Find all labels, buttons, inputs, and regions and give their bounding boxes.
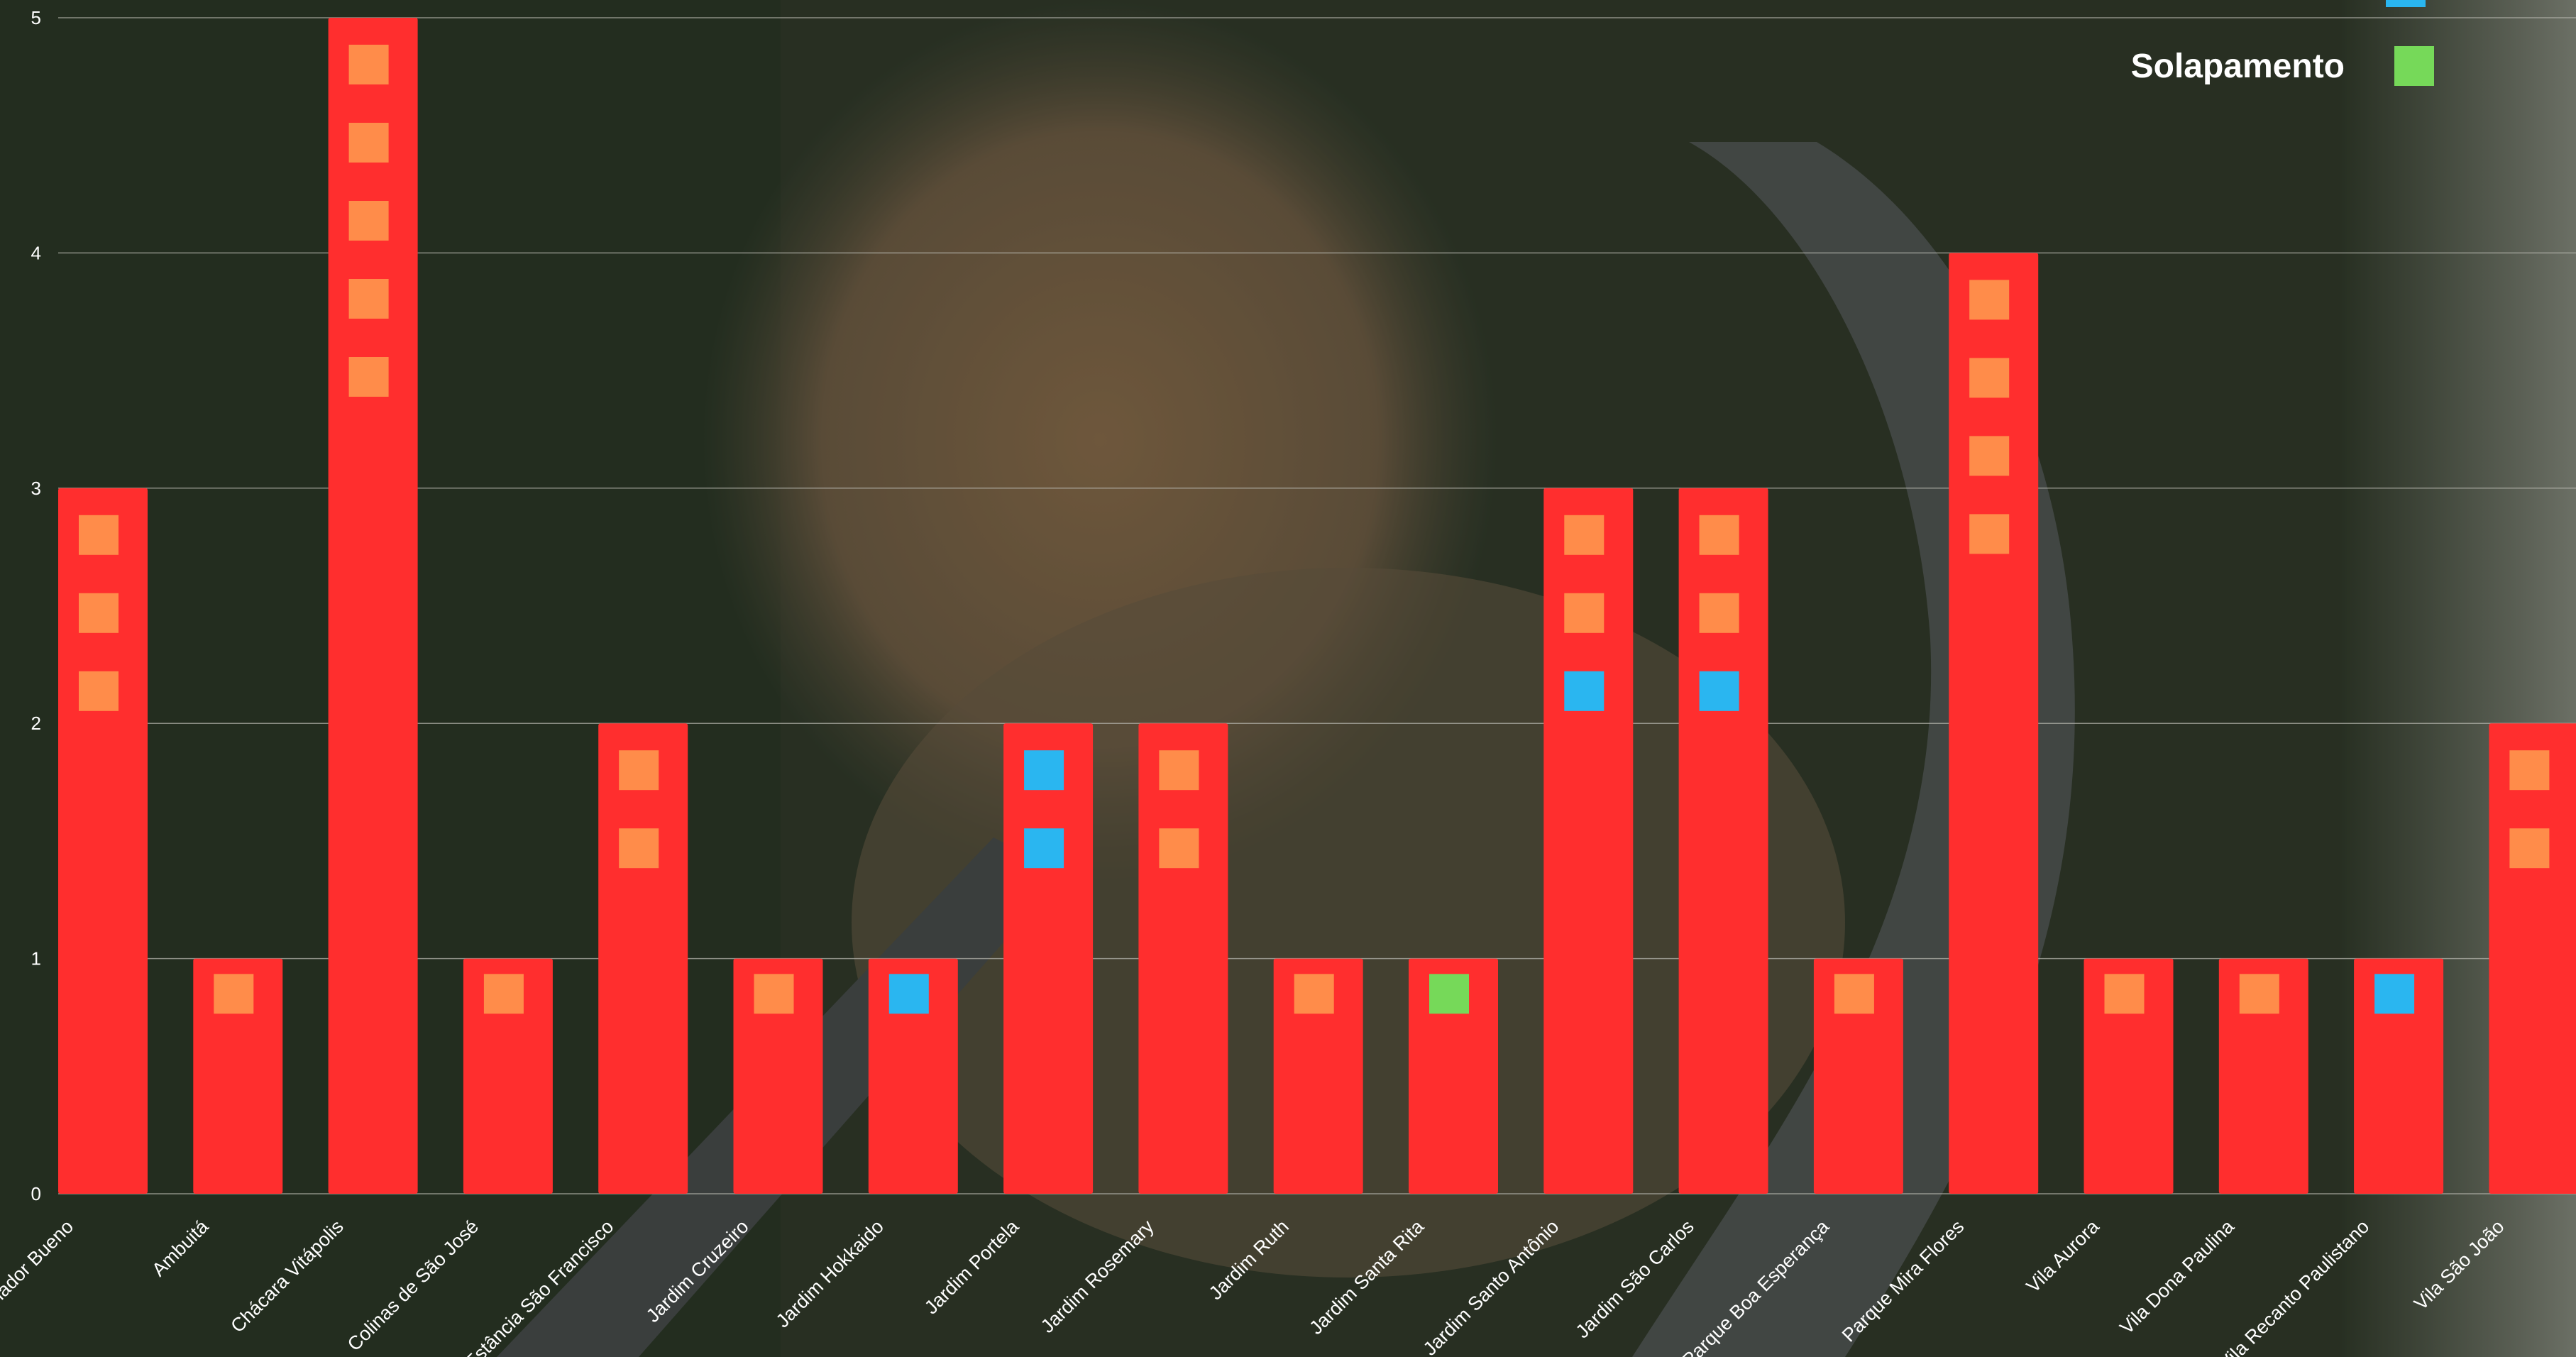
bar: [1678, 488, 1768, 1194]
x-tick-label: Jardim Rosemary: [1037, 1216, 1158, 1337]
bar-marker-orange: [1564, 515, 1605, 555]
bar-marker-blue: [1024, 828, 1064, 869]
bar: [58, 488, 148, 1194]
bars: [58, 18, 2576, 1194]
y-tick-label: 5: [31, 7, 41, 28]
x-tick-label: Ambuitá: [148, 1215, 213, 1280]
bar-marker-orange: [1699, 593, 1739, 633]
bar-marker-orange: [619, 828, 659, 869]
bar-marker-orange: [1969, 358, 2010, 398]
x-tick-label: Jardim Cruzeiro: [642, 1216, 753, 1326]
bar-marker-orange: [1969, 436, 2010, 476]
bar-marker-orange: [2509, 828, 2550, 869]
bar-marker-orange: [1699, 515, 1739, 555]
y-tick-label: 3: [31, 478, 41, 499]
bar-marker-orange: [348, 201, 389, 241]
bar: [2218, 958, 2308, 1194]
x-tick-label: Amador Bueno: [0, 1216, 77, 1322]
bar-marker-orange: [2239, 974, 2279, 1014]
x-tick-label: Parque Boa Esperança: [1678, 1215, 1834, 1357]
x-tick-label: Estância São Francisco: [461, 1216, 618, 1357]
bar: [1813, 958, 1903, 1194]
x-tick-label: Vila Recanto Paulistano: [2215, 1216, 2374, 1357]
bar: [1273, 958, 1363, 1194]
x-tick-label: Parque Mira Flores: [1838, 1216, 1969, 1346]
bar-marker-orange: [1969, 280, 2010, 320]
x-tick-label: Jardim São Carlos: [1572, 1216, 1698, 1342]
legend-swatch-green: [2394, 46, 2434, 86]
x-tick-label: Colinas de São José: [343, 1216, 483, 1355]
bar-markers: [79, 45, 2550, 1014]
x-axis-ticks: Amador Bueno Ambuitá Chácara VitápolisColi…: [0, 1215, 2509, 1357]
bar: [1409, 958, 1498, 1194]
x-tick-label: Jardim Santa Rita: [1305, 1215, 1429, 1339]
bar-marker-orange: [79, 671, 119, 711]
bar: [2489, 723, 2576, 1194]
bar: [598, 723, 688, 1194]
bar-marker-orange: [2509, 750, 2550, 791]
bar-marker-orange: [1294, 974, 1334, 1014]
bar-marker-orange: [348, 279, 389, 319]
bar-marker-orange: [1159, 828, 1199, 869]
bar-marker-orange: [1159, 750, 1199, 791]
x-tick-label: Jardim Hokkaido: [772, 1216, 888, 1331]
y-axis-ticks: 0 1 2 3 4 5: [31, 7, 41, 1204]
legend-label-solapamento: Solapamento: [2130, 47, 2345, 85]
bar-marker-orange: [1564, 593, 1605, 633]
bar: [463, 958, 553, 1194]
bar-marker-orange: [619, 750, 659, 791]
bar-marker-orange: [348, 357, 389, 397]
x-tick-label: Jardim Portela: [920, 1215, 1023, 1318]
x-tick-label: Jardim Santo Antônio: [1419, 1216, 1563, 1357]
bar-marker-blue: [1564, 671, 1605, 711]
bar: [328, 18, 418, 1194]
bar-marker-orange: [2104, 974, 2145, 1014]
y-tick-label: 1: [31, 948, 41, 969]
bar-marker-orange: [79, 593, 119, 633]
bar-marker-blue: [1024, 750, 1064, 791]
bar: [2084, 958, 2174, 1194]
bar-marker-orange: [348, 45, 389, 84]
bar-marker-blue: [888, 974, 929, 1014]
y-tick-label: 2: [31, 713, 41, 734]
bar: [733, 958, 823, 1194]
x-tick-label: Chácara Vitápolis: [226, 1216, 348, 1337]
bar: [193, 958, 283, 1194]
bar: [1003, 723, 1094, 1194]
bar: [868, 958, 958, 1194]
bar-marker-blue: [1699, 671, 1739, 711]
bar-marker-orange: [483, 974, 524, 1014]
legend-swatch-blue: [2386, 0, 2426, 7]
x-tick-label: Vila São João: [2410, 1216, 2509, 1314]
bar-marker-orange: [214, 974, 254, 1014]
y-tick-label: 4: [31, 242, 41, 263]
bar-marker-orange: [348, 123, 389, 163]
y-tick-label: 0: [31, 1183, 41, 1204]
bar-marker-blue: [2374, 974, 2415, 1014]
x-tick-label: Jardim Ruth: [1205, 1216, 1293, 1304]
bar: [1138, 723, 1228, 1194]
bar: [1949, 253, 2039, 1194]
legend: Solapamento: [2131, 46, 2434, 86]
bar: [2354, 958, 2444, 1194]
bar-marker-orange: [1969, 514, 2010, 554]
bar: [1543, 488, 1634, 1194]
bar-marker-orange: [754, 974, 794, 1014]
bar-marker-orange: [79, 515, 119, 555]
x-tick-label: Vila Dona Paulina: [2115, 1215, 2238, 1338]
bar-marker-green: [1429, 974, 1469, 1014]
x-tick-label: Vila Aurora: [2022, 1215, 2103, 1297]
bar-marker-orange: [1834, 974, 1874, 1014]
